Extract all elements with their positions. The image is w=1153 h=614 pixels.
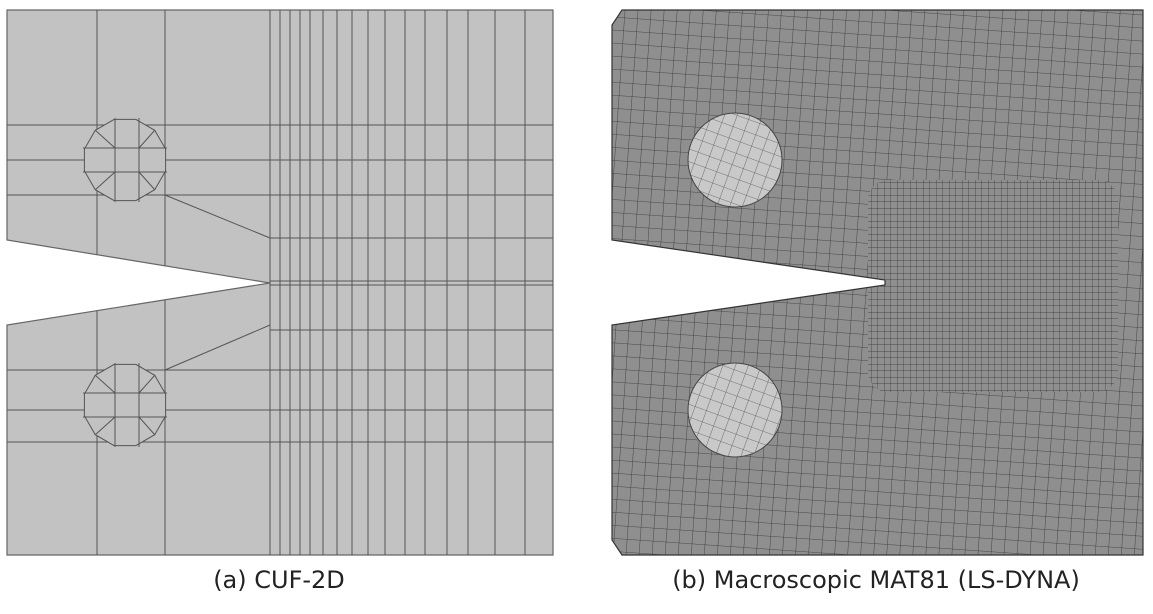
figure: (a) CUF-2D (b) Macroscopic MAT81 (LS-DYN… xyxy=(0,0,1153,614)
caption: (a) CUF-2D xyxy=(213,566,345,594)
lsdyna-mesh xyxy=(612,10,1143,555)
caption: (b) Macroscopic MAT81 (LS-DYNA) xyxy=(672,566,1080,594)
cuf-mesh xyxy=(7,10,553,555)
